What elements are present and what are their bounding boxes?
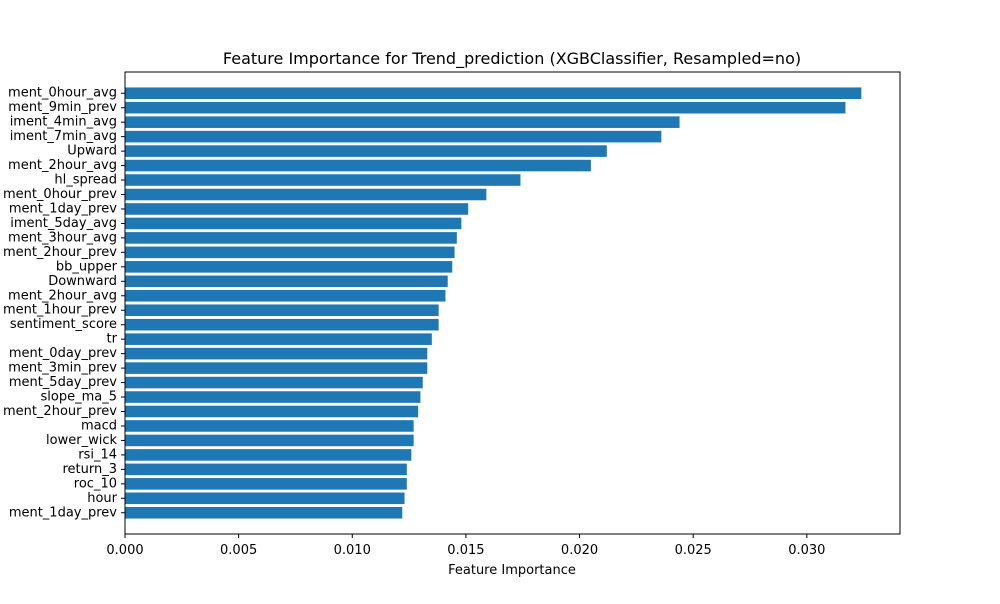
bar-27 — [125, 478, 407, 490]
bar-18 — [125, 347, 428, 360]
y-tick-label: Upward — [67, 144, 117, 159]
bar-22 — [125, 405, 419, 418]
bar-15 — [125, 304, 439, 317]
bar-23 — [125, 420, 414, 432]
bars-group — [125, 87, 862, 519]
bar-12 — [125, 261, 453, 273]
y-tick-label: sentiment_score — [10, 317, 117, 332]
plot-frame — [124, 71, 901, 535]
bar-24 — [125, 434, 414, 447]
y-tick-label: ment_9min_prev — [8, 100, 117, 115]
bar-10 — [125, 232, 457, 244]
x-tick-label: 0.015 — [447, 543, 484, 558]
y-tick-label: return_3 — [62, 462, 117, 477]
x-tick-label: 0.025 — [675, 543, 712, 558]
bar-26 — [125, 463, 407, 476]
y-tick-label: ment_3hour_avg — [8, 230, 117, 245]
bar-17 — [125, 333, 432, 345]
bar-19 — [125, 362, 428, 374]
y-tick-label: iment_5day_avg — [10, 216, 117, 231]
bar-21 — [125, 391, 421, 403]
y-tick-label: ment_1day_prev — [9, 505, 117, 520]
x-ticks: 0.000 0.005 0.010 0.015 0.020 0.025 0.030 — [106, 534, 825, 558]
bar-3 — [125, 130, 662, 143]
y-tick-label: ment_5day_prev — [9, 375, 117, 390]
bar-5 — [125, 159, 591, 172]
x-tick-label: 0.000 — [106, 543, 143, 558]
y-tick-label: macd — [81, 418, 117, 433]
y-tick-label: ment_0hour_avg — [8, 86, 117, 101]
chart-title: Feature Importance for Trend_prediction … — [223, 49, 801, 69]
y-tick-label: ment_2hour_avg — [8, 288, 117, 303]
y-tick-label: ment_1hour_prev — [3, 303, 117, 318]
y-tick-label: ment_2hour_prev — [3, 404, 117, 419]
y-tick-label: iment_4min_avg — [10, 115, 117, 130]
bar-16 — [125, 318, 439, 331]
x-tick-label: 0.010 — [334, 543, 371, 558]
y-tick-label: bb_upper — [56, 259, 118, 274]
bar-7 — [125, 188, 487, 201]
x-tick-label: 0.020 — [561, 543, 598, 558]
y-tick-label: hour — [87, 491, 117, 506]
y-tick-label: iment_7min_avg — [10, 129, 117, 144]
y-tick-label: Downward — [48, 274, 117, 289]
y-tick-labels: ment_0hour_avgment_9min_previment_4min_a… — [3, 86, 125, 520]
bar-1 — [125, 101, 846, 114]
bar-6 — [125, 174, 521, 186]
bar-11 — [125, 246, 455, 259]
x-axis-label: Feature Importance — [448, 563, 576, 578]
y-tick-label: hl_spread — [54, 173, 117, 188]
y-tick-label: tr — [107, 332, 118, 347]
y-tick-label: ment_0hour_prev — [3, 187, 117, 202]
bar-2 — [125, 116, 680, 128]
bar-29 — [125, 506, 403, 519]
bar-14 — [125, 289, 446, 302]
y-tick-label: slope_ma_5 — [41, 390, 118, 405]
x-tick-label: 0.005 — [220, 543, 257, 558]
bar-20 — [125, 376, 423, 389]
bar-9 — [125, 217, 462, 230]
y-tick-label: roc_10 — [74, 476, 117, 491]
bar-4 — [125, 145, 607, 157]
y-tick-label: ment_1day_prev — [9, 201, 117, 216]
bar-28 — [125, 492, 405, 505]
bar-0 — [125, 87, 862, 100]
bar-13 — [125, 275, 448, 288]
y-tick-label: ment_2hour_prev — [3, 245, 117, 260]
x-tick-label: 0.030 — [788, 543, 825, 558]
y-tick-label: ment_3min_prev — [8, 361, 117, 376]
y-tick-label: ment_2hour_avg — [8, 158, 117, 173]
y-tick-label: rsi_14 — [78, 447, 117, 462]
bar-8 — [125, 203, 469, 215]
bar-25 — [125, 449, 412, 461]
y-tick-label: lower_wick — [46, 433, 117, 448]
y-tick-label: ment_0day_prev — [9, 346, 117, 361]
